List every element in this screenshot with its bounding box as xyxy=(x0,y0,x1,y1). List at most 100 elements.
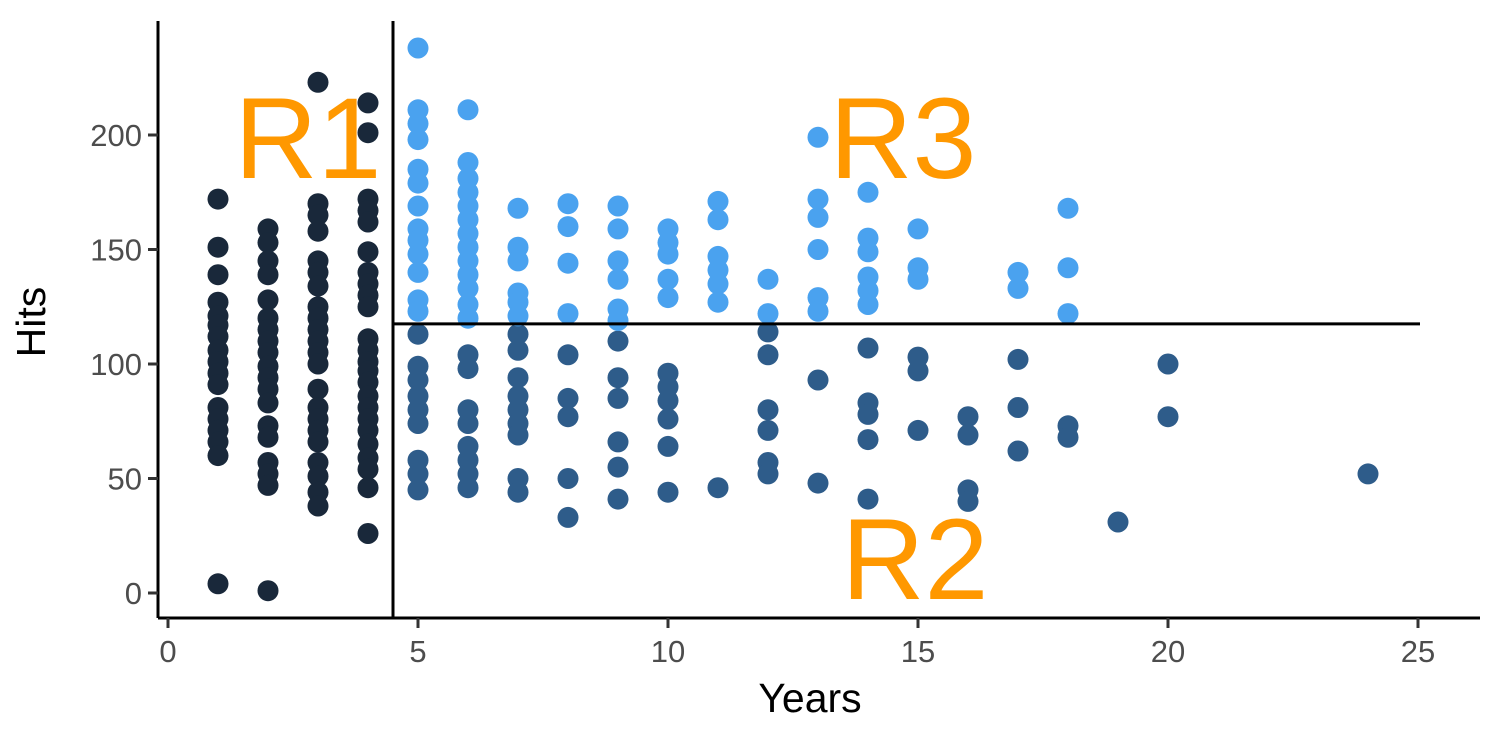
data-point-series-2 xyxy=(607,330,629,352)
data-point-series-3 xyxy=(807,300,829,322)
data-point-series-2 xyxy=(557,506,579,528)
data-point-series-1 xyxy=(307,431,329,453)
data-point-series-2 xyxy=(757,399,779,421)
data-point-series-2 xyxy=(607,367,629,389)
data-point-series-1 xyxy=(257,264,279,286)
data-point-series-1 xyxy=(307,353,329,375)
data-point-series-3 xyxy=(457,277,479,299)
data-point-series-3 xyxy=(757,303,779,325)
y-tick-label: 150 xyxy=(90,233,142,268)
data-point-series-2 xyxy=(507,339,529,361)
data-point-series-3 xyxy=(1057,303,1079,325)
data-point-series-1 xyxy=(307,465,329,487)
data-point-series-2 xyxy=(657,435,679,457)
data-point-series-3 xyxy=(707,273,729,295)
data-point-series-1 xyxy=(257,426,279,448)
data-point-series-1 xyxy=(357,523,379,544)
data-point-series-2 xyxy=(607,456,629,478)
data-point-series-3 xyxy=(807,239,829,260)
axes-layer xyxy=(156,21,1480,620)
data-point-series-3 xyxy=(507,197,529,219)
data-point-series-3 xyxy=(407,300,429,322)
data-point-series-3 xyxy=(857,294,879,315)
data-point-series-2 xyxy=(1157,353,1179,375)
data-point-series-2 xyxy=(457,413,479,434)
data-point-series-3 xyxy=(507,250,529,272)
data-point-series-3 xyxy=(457,99,479,121)
data-point-series-3 xyxy=(657,268,679,290)
data-point-series-2 xyxy=(1357,463,1379,485)
data-point-series-3 xyxy=(807,126,829,148)
data-point-series-3 xyxy=(657,243,679,265)
data-point-series-1 xyxy=(207,445,229,467)
region-label-r3: R3 xyxy=(829,75,976,203)
data-point-series-2 xyxy=(1007,440,1029,462)
data-point-series-1 xyxy=(357,211,379,233)
data-point-series-2 xyxy=(657,390,679,412)
data-point-series-3 xyxy=(1057,257,1079,279)
data-point-series-3 xyxy=(1057,197,1079,219)
data-point-series-3 xyxy=(457,152,479,173)
partition-lines-layer xyxy=(391,21,1420,618)
data-point-series-1 xyxy=(307,495,329,517)
data-point-series-1 xyxy=(257,580,279,602)
x-tick-label: 25 xyxy=(1401,634,1435,669)
data-point-series-2 xyxy=(607,387,629,409)
data-point-series-3 xyxy=(907,268,929,290)
x-axis-title: Years xyxy=(758,675,861,721)
data-point-series-2 xyxy=(557,387,579,409)
data-point-series-2 xyxy=(507,424,529,446)
x-tick-label: 0 xyxy=(159,634,176,669)
region-label-r2: R2 xyxy=(841,496,988,624)
data-point-series-3 xyxy=(607,195,629,217)
data-point-series-2 xyxy=(457,358,479,380)
data-point-series-3 xyxy=(457,307,479,329)
data-point-series-1 xyxy=(207,573,229,595)
data-point-series-2 xyxy=(757,344,779,366)
data-point-series-1 xyxy=(207,374,229,396)
data-point-series-3 xyxy=(507,305,529,327)
data-point-series-1 xyxy=(257,474,279,496)
data-point-series-3 xyxy=(907,218,929,240)
data-point-series-1 xyxy=(357,92,379,114)
data-point-series-2 xyxy=(1057,426,1079,448)
y-tick-label: 200 xyxy=(90,118,142,153)
data-point-series-3 xyxy=(607,218,629,240)
y-axis-title: Hits xyxy=(8,287,54,358)
data-point-series-3 xyxy=(407,37,429,59)
x-tick-label: 5 xyxy=(409,634,426,669)
points-layer xyxy=(207,37,1379,602)
data-point-series-2 xyxy=(607,488,629,510)
data-point-series-2 xyxy=(757,419,779,441)
y-tick-label: 100 xyxy=(90,347,142,382)
data-point-series-3 xyxy=(557,216,579,238)
data-point-series-3 xyxy=(857,241,879,263)
data-point-series-3 xyxy=(707,190,729,212)
data-point-series-3 xyxy=(707,291,729,313)
data-point-series-2 xyxy=(857,488,879,510)
data-point-series-3 xyxy=(1007,261,1029,283)
data-point-series-2 xyxy=(857,337,879,359)
data-point-series-1 xyxy=(207,188,229,210)
data-point-series-1 xyxy=(357,458,379,480)
data-point-series-3 xyxy=(407,261,429,283)
x-tick-label: 20 xyxy=(1151,634,1185,669)
data-point-series-3 xyxy=(607,250,629,272)
data-point-series-2 xyxy=(657,481,679,503)
data-point-series-3 xyxy=(607,268,629,290)
data-point-series-1 xyxy=(357,241,379,263)
data-point-series-1 xyxy=(307,220,329,242)
data-point-series-2 xyxy=(557,468,579,489)
data-point-series-2 xyxy=(657,408,679,430)
data-point-series-3 xyxy=(757,268,779,290)
data-point-series-3 xyxy=(557,303,579,325)
data-point-series-2 xyxy=(407,369,429,391)
data-point-series-1 xyxy=(257,289,279,311)
data-point-series-3 xyxy=(407,172,429,194)
data-point-series-2 xyxy=(857,403,879,425)
data-point-series-1 xyxy=(357,296,379,318)
y-tick-label: 0 xyxy=(125,576,142,611)
data-point-series-3 xyxy=(607,310,629,331)
ticks-layer: 0 5 10 15 20 25 0 50 100 150 200 xyxy=(90,118,1435,669)
